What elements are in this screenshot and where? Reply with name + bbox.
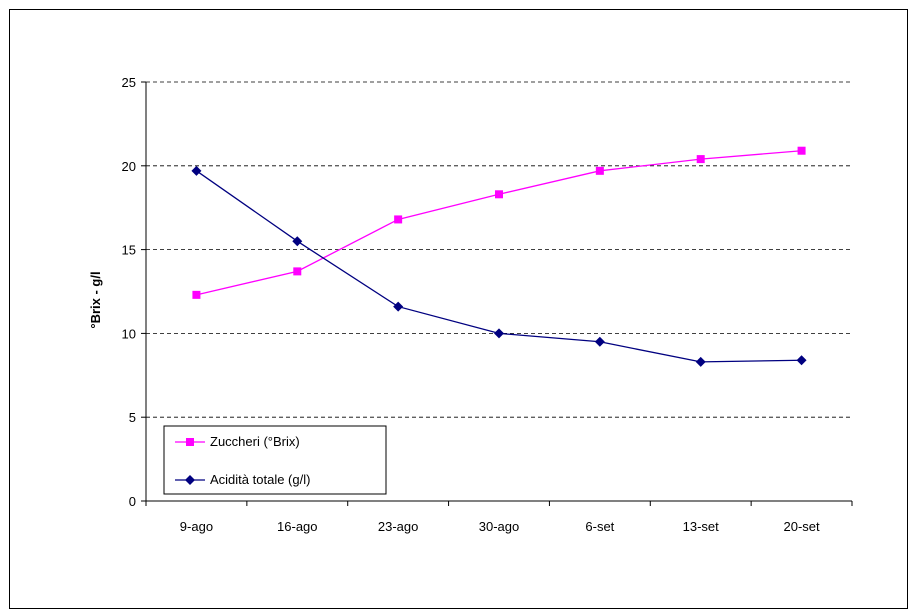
x-tick-label: 16-ago bbox=[277, 519, 317, 534]
legend: Zuccheri (°Brix) Acidità totale (g/l) bbox=[163, 425, 387, 495]
data-point-square bbox=[293, 267, 302, 276]
data-point-diamond bbox=[393, 301, 404, 312]
x-tick-label: 30-ago bbox=[479, 519, 519, 534]
x-tick-label: 9-ago bbox=[180, 519, 213, 534]
x-tick-label: 13-set bbox=[683, 519, 720, 534]
data-point-square bbox=[595, 166, 604, 175]
gridlines bbox=[146, 81, 852, 418]
y-tick-label: 0 bbox=[129, 494, 136, 509]
data-point-square bbox=[797, 146, 806, 155]
chart-frame bbox=[9, 9, 908, 609]
legend-label-acidita: Acidità totale (g/l) bbox=[210, 472, 310, 487]
data-point-square bbox=[394, 215, 403, 224]
data-point-diamond bbox=[292, 236, 303, 247]
x-tick-label: 23-ago bbox=[378, 519, 418, 534]
data-point-square bbox=[495, 190, 503, 199]
y-tick-label: 20 bbox=[122, 159, 136, 174]
line-chart: 0 5 10 15 20 25 9-ago 16-ago 23-ago 30-ago 6-set 13… bbox=[88, 75, 853, 534]
legend-box bbox=[163, 425, 387, 495]
y-axis-title: °Brix - g/l bbox=[88, 271, 103, 328]
data-point-diamond bbox=[695, 356, 706, 367]
data-point-square bbox=[192, 290, 201, 299]
y-tick-label: 15 bbox=[122, 243, 136, 258]
data-point-diamond bbox=[796, 355, 807, 366]
y-tick-label: 5 bbox=[129, 410, 136, 425]
legend-item-zuccheri: Zuccheri (°Brix) bbox=[175, 434, 300, 449]
x-tick-label: 20-set bbox=[784, 519, 821, 534]
series bbox=[191, 146, 807, 367]
x-tick-label: 6-set bbox=[585, 519, 614, 534]
y-tick-label: 10 bbox=[122, 326, 136, 341]
series-line-0 bbox=[196, 150, 802, 296]
data-point-diamond bbox=[494, 328, 504, 339]
legend-marker-diamond bbox=[185, 475, 195, 485]
legend-item-acidita: Acidità totale (g/l) bbox=[175, 472, 310, 487]
legend-marker-square bbox=[186, 438, 194, 446]
data-point-diamond bbox=[594, 336, 605, 347]
y-tick-label: 25 bbox=[122, 75, 136, 90]
legend-label-zuccheri: Zuccheri (°Brix) bbox=[210, 434, 300, 449]
data-point-diamond bbox=[191, 165, 202, 176]
axes: 0 5 10 15 20 25 9-ago 16-ago 23-ago 30-ago 6-set 13… bbox=[122, 75, 853, 534]
data-point-square bbox=[696, 155, 705, 164]
